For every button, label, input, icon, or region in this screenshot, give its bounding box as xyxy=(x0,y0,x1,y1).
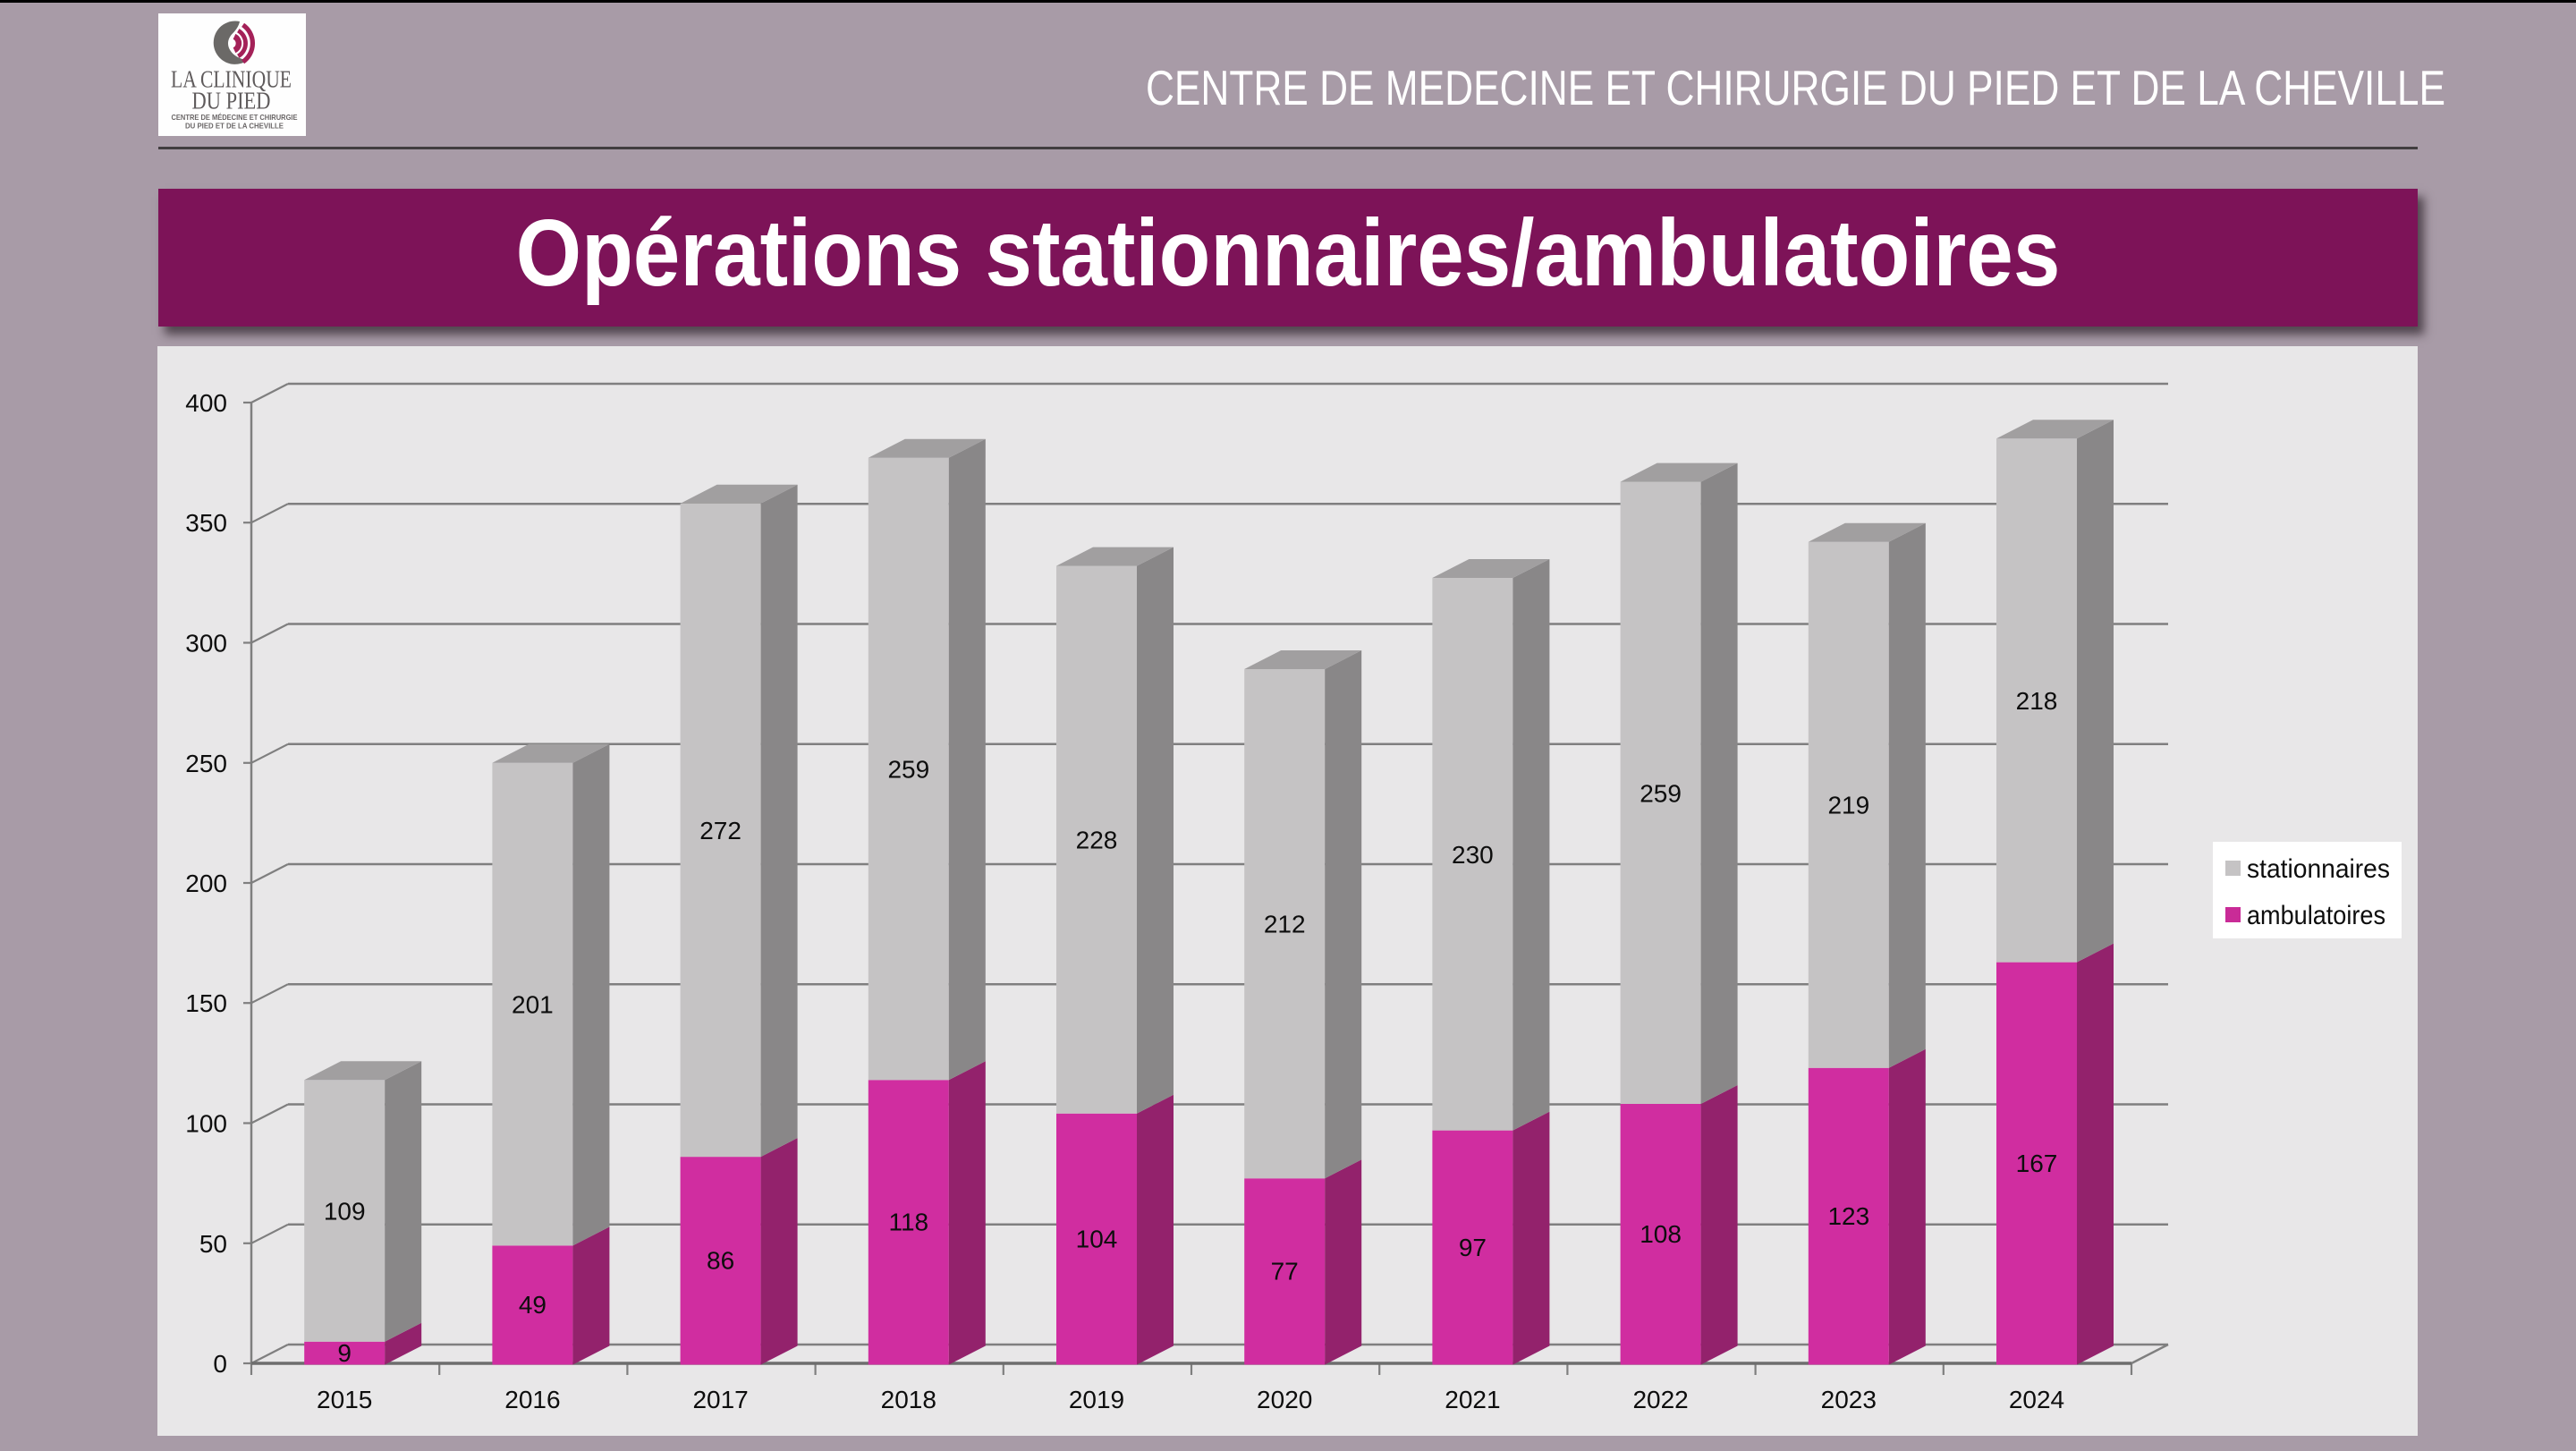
svg-text:300: 300 xyxy=(185,630,227,658)
svg-text:DU PIED: DU PIED xyxy=(192,87,271,114)
svg-text:DU PIED ET DE LA CHEVILLE: DU PIED ET DE LA CHEVILLE xyxy=(185,121,284,130)
svg-text:2021: 2021 xyxy=(1445,1386,1500,1413)
svg-text:2020: 2020 xyxy=(1257,1386,1312,1413)
svg-text:219: 219 xyxy=(1827,792,1869,819)
svg-text:350: 350 xyxy=(185,509,227,537)
svg-text:2016: 2016 xyxy=(504,1386,560,1413)
svg-text:2015: 2015 xyxy=(317,1386,372,1413)
svg-text:109: 109 xyxy=(324,1198,366,1226)
svg-text:100: 100 xyxy=(185,1110,227,1138)
svg-text:2022: 2022 xyxy=(1632,1386,1688,1413)
svg-text:400: 400 xyxy=(185,389,227,417)
svg-text:218: 218 xyxy=(2016,687,2058,715)
svg-text:118: 118 xyxy=(888,1209,928,1236)
svg-text:230: 230 xyxy=(1452,841,1494,869)
svg-text:77: 77 xyxy=(1271,1258,1299,1286)
svg-text:104: 104 xyxy=(1076,1225,1118,1252)
svg-text:250: 250 xyxy=(185,750,227,777)
svg-text:86: 86 xyxy=(707,1247,734,1275)
svg-text:212: 212 xyxy=(1264,911,1306,938)
svg-text:200: 200 xyxy=(185,870,227,897)
svg-text:108: 108 xyxy=(1640,1220,1682,1248)
svg-text:259: 259 xyxy=(1640,779,1682,807)
svg-text:150: 150 xyxy=(185,989,227,1017)
svg-text:50: 50 xyxy=(199,1230,227,1258)
svg-text:49: 49 xyxy=(519,1291,547,1319)
svg-text:201: 201 xyxy=(512,991,554,1019)
svg-text:259: 259 xyxy=(887,756,929,784)
svg-text:LA CLINIQUE: LA CLINIQUE xyxy=(171,66,292,93)
svg-text:CENTRE DE MÉDECINE ET CHIRURGI: CENTRE DE MÉDECINE ET CHIRURGIE xyxy=(172,113,298,122)
svg-text:2024: 2024 xyxy=(2009,1386,2064,1413)
svg-text:0: 0 xyxy=(213,1350,227,1378)
svg-text:97: 97 xyxy=(1459,1234,1487,1261)
svg-text:2023: 2023 xyxy=(1821,1386,1877,1413)
svg-text:123: 123 xyxy=(1827,1202,1869,1230)
svg-text:2019: 2019 xyxy=(1069,1386,1124,1413)
svg-text:228: 228 xyxy=(1076,827,1118,854)
svg-text:2018: 2018 xyxy=(881,1386,936,1413)
svg-text:167: 167 xyxy=(2016,1150,2058,1177)
svg-text:272: 272 xyxy=(699,817,741,844)
svg-text:stationnaires: stationnaires xyxy=(2247,854,2390,884)
svg-text:2017: 2017 xyxy=(692,1386,748,1413)
svg-text:ambulatoires: ambulatoires xyxy=(2247,901,2385,930)
svg-text:9: 9 xyxy=(337,1339,352,1367)
